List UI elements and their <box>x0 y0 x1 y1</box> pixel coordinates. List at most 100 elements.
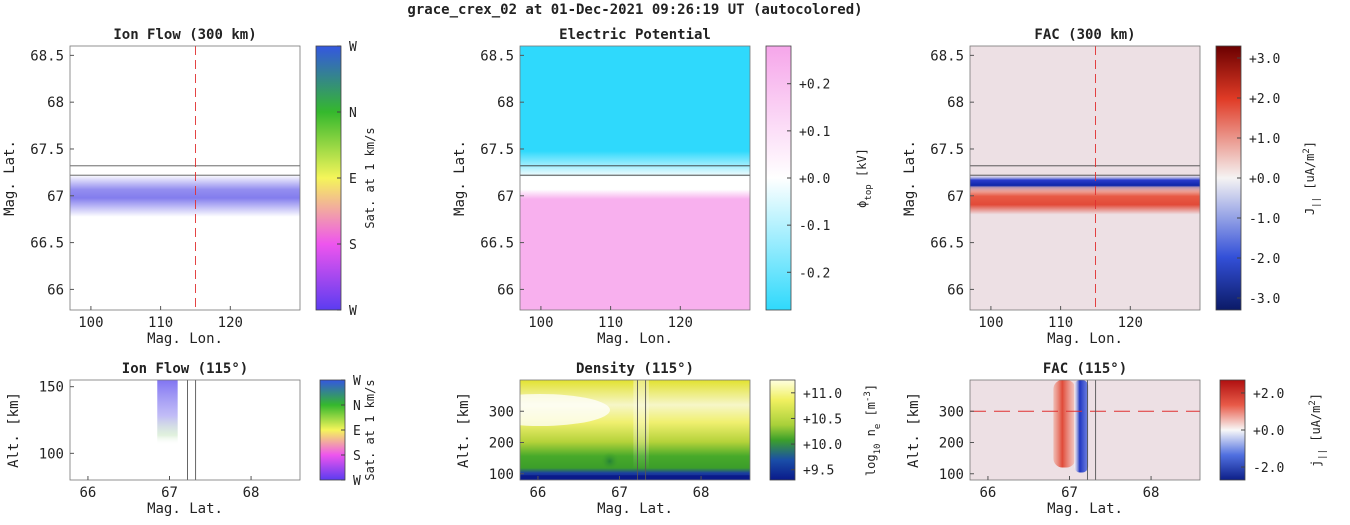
panel-title: Ion Flow (115°) <box>122 361 248 377</box>
colorbar-tick-label: E <box>353 424 361 439</box>
y-tick-label: 200 <box>489 436 514 452</box>
colorbar-gradient <box>1216 46 1241 310</box>
panel-title: Ion Flow (300 km) <box>113 27 256 43</box>
y-axis-label: Mag. Lat. <box>2 140 18 216</box>
colorbar-tick-label: -1.0 <box>1249 212 1280 227</box>
x-tick-label: 100 <box>528 315 553 331</box>
colorbar-tick-label: +11.0 <box>803 387 842 402</box>
colorbar-tick-label: W <box>353 374 361 389</box>
y-tick-label: 67 <box>947 189 964 205</box>
colorbar-tick-label: +9.5 <box>803 464 834 479</box>
x-tick-label: 66 <box>530 485 547 501</box>
density-peak <box>470 394 610 426</box>
colorbar-tick-label: N <box>349 106 357 121</box>
x-axis-label: Mag. Lat. <box>1047 501 1123 517</box>
plot-frame <box>69 45 301 311</box>
y-tick-label: 66.5 <box>480 236 514 252</box>
y-tick-label: 67.5 <box>30 142 64 158</box>
x-tick-label: 67 <box>161 485 178 501</box>
colorbar-tick-label: +0.1 <box>799 125 830 140</box>
y-tick-label: 100 <box>489 467 514 483</box>
colorbar-label: Sat. at 1 km/s <box>363 379 377 480</box>
x-tick-label: 120 <box>218 315 243 331</box>
colorbar-tick-label: W <box>353 474 361 489</box>
colorbar-tick-label: E <box>349 172 357 187</box>
panel-title: FAC (115°) <box>1043 361 1127 377</box>
flow-band <box>70 174 300 217</box>
y-tick-label: 100 <box>39 446 64 462</box>
colorbar-tick-label: N <box>353 399 361 414</box>
x-tick-label: 68 <box>243 485 260 501</box>
y-tick-label: 67 <box>497 189 514 205</box>
x-tick-label: 120 <box>668 315 693 331</box>
colorbar-gradient <box>320 380 345 480</box>
colorbar-tick-label: +1.0 <box>1249 132 1280 147</box>
colorbar-frame <box>769 379 796 481</box>
y-tick-label: 68.5 <box>930 48 964 64</box>
plot-frame <box>69 379 301 481</box>
chart-electric-potential: 100 110 120 68.5 68 67.5 67 66.5 66 Electric Pote… <box>452 27 874 347</box>
plot-frame <box>969 379 1201 481</box>
colorbar-tick-label: -2.0 <box>1249 252 1280 267</box>
x-tick-label: 67 <box>611 485 628 501</box>
colorbar-gradient <box>316 46 341 310</box>
y-tick-label: 100 <box>939 467 964 483</box>
x-tick-label: 120 <box>1118 315 1143 331</box>
y-tick-label: 67 <box>47 189 64 205</box>
y-tick-label: 66 <box>947 282 964 298</box>
plot-frame <box>519 379 751 481</box>
x-tick-label: 100 <box>978 315 1003 331</box>
colorbar-tick-label: -0.2 <box>799 266 830 281</box>
x-tick-label: 110 <box>1048 315 1073 331</box>
colorbar-tick-label: +2.0 <box>1249 92 1280 107</box>
colorbar-tick-label: S <box>353 449 361 464</box>
y-axis-label: Alt. [km] <box>456 392 472 468</box>
x-axis-label: Mag. Lon. <box>147 331 223 347</box>
chart-fac-115: 66 67 68 300 200 100 FAC (115°) Mag. Lat. Alt. [… <box>906 361 1328 517</box>
colorbar-tick-label: -3.0 <box>1249 292 1280 307</box>
chart-fac-300: 100 110 120 68.5 68 67.5 67 66.5 66 FAC (300 km) M… <box>902 27 1322 347</box>
x-axis-label: Mag. Lon. <box>597 331 673 347</box>
colorbar-tick-label: -0.1 <box>799 219 830 234</box>
y-axis-label: Mag. Lat. <box>452 140 468 216</box>
y-tick-label: 66 <box>47 282 64 298</box>
y-tick-label: 68.5 <box>480 48 514 64</box>
colorbar-tick-label: -2.0 <box>1253 461 1284 476</box>
y-tick-label: 300 <box>489 404 514 420</box>
x-tick-label: 110 <box>598 315 623 331</box>
colorbar-tick-label: W <box>349 304 357 319</box>
y-tick-label: 200 <box>939 436 964 452</box>
density-depletion <box>600 452 619 471</box>
potential-lower-region <box>520 191 750 310</box>
colorbar-tick-label: W <box>349 40 357 55</box>
colorbar-tick-label: +10.0 <box>803 438 842 453</box>
chart-ion-flow-115: 66 67 68 150 100 Ion Flow (115°) Mag. Lat. Alt.… <box>6 361 377 517</box>
x-tick-label: 110 <box>148 315 173 331</box>
colorbar-label: ϕtop [kV] <box>855 148 874 208</box>
y-tick-label: 300 <box>939 404 964 420</box>
y-axis-label: Alt. [km] <box>906 392 922 468</box>
y-tick-label: 67.5 <box>480 142 514 158</box>
colorbar-gradient <box>1220 380 1245 480</box>
colorbar-label: Sat. at 1 km/s <box>363 127 377 228</box>
colorbar-tick-label: +2.0 <box>1253 387 1284 402</box>
y-axis-label: Alt. [km] <box>6 392 22 468</box>
plot-frame <box>969 45 1201 311</box>
x-tick-label: 66 <box>80 485 97 501</box>
panel-title: Density (115°) <box>576 361 694 377</box>
x-tick-label: 67 <box>1061 485 1078 501</box>
chart-ion-flow-300: 100 110 120 68.5 68 67.5 67 66.5 66 Ion Flow (300… <box>2 27 377 347</box>
y-tick-label: 68 <box>47 95 64 111</box>
fac-downward-column <box>1074 380 1089 473</box>
colorbar-tick-label: +0.2 <box>799 78 830 93</box>
fac-upward-band <box>970 186 1200 215</box>
colorbar-gradient <box>770 380 795 480</box>
x-tick-label: 68 <box>693 485 710 501</box>
plot-background <box>70 380 300 480</box>
flow-column <box>157 380 178 445</box>
plot-frame <box>519 45 751 311</box>
colorbar-label: J|| [uA/m2] <box>1302 141 1322 215</box>
x-axis-label: Mag. Lat. <box>147 501 223 517</box>
colorbar-tick-label: +0.0 <box>799 172 830 187</box>
